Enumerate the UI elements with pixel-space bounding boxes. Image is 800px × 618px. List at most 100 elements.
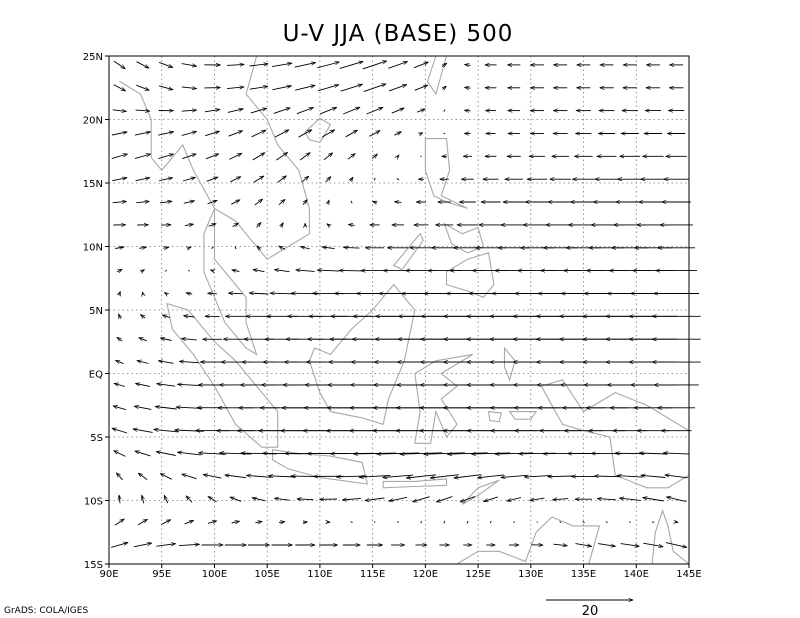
wind-vector: [394, 132, 402, 136]
wind-vector: [369, 131, 380, 137]
wind-vector: [220, 453, 252, 454]
wind-vector: [273, 108, 291, 114]
wind-vector: [229, 293, 243, 294]
wind-vector: [119, 292, 121, 296]
wind-vector: [205, 153, 219, 160]
wind-vector: [208, 293, 217, 294]
wind-vector: [319, 106, 337, 115]
wind-vector: [339, 61, 363, 69]
wind-vector: [182, 474, 197, 480]
wind-vector: [187, 246, 191, 248]
wind-vector: [257, 246, 260, 250]
wind-vector: [365, 497, 385, 501]
wind-vector: [116, 360, 124, 365]
reference-vector: 20: [546, 600, 633, 618]
wind-vector: [275, 270, 290, 272]
x-tick-label: 100E: [202, 569, 227, 580]
x-axis-ticks: 90E 95E 100E 105E 110E 115E 120E 125E 130E 135E 14…: [99, 564, 702, 580]
wind-vector: [536, 521, 538, 523]
wind-vector: [327, 224, 330, 226]
wind-vector: [134, 406, 152, 410]
coast-australia: [456, 516, 605, 565]
wind-vector: [619, 498, 641, 501]
coast-sumatra: [166, 302, 279, 448]
wind-vector: [158, 361, 174, 364]
wind-vector: [298, 130, 312, 138]
wind-vector: [484, 496, 498, 502]
wind-vector: [553, 499, 569, 500]
wind-vector: [182, 339, 197, 340]
y-tick-label: 10N: [83, 243, 103, 254]
wind-vector: [229, 152, 242, 160]
wind-vector: [182, 154, 196, 160]
coast-buru: [487, 410, 502, 423]
wind-vector: [207, 521, 217, 523]
wind-vector: [362, 61, 387, 70]
wind-vector: [373, 201, 377, 202]
wind-vector: [160, 520, 171, 525]
x-tick-label: 125E: [465, 569, 490, 580]
wind-vector: [136, 61, 150, 68]
wind-vector: [254, 199, 263, 206]
wind-vector: [252, 498, 266, 502]
wind-vector: [116, 269, 122, 272]
wind-vector: [157, 384, 176, 387]
y-tick-label: 15N: [83, 179, 103, 190]
x-tick-label: 130E: [518, 569, 543, 580]
wind-vector: [345, 130, 358, 138]
wind-vector: [279, 246, 286, 249]
x-tick-label: 135E: [571, 569, 596, 580]
wind-vector: [137, 361, 149, 364]
wind-vector: [667, 497, 687, 503]
wind-vector: [594, 476, 620, 477]
wind-vector: [414, 84, 428, 91]
coast-seram: [508, 411, 538, 420]
coast-sulawesi: [414, 353, 474, 444]
wind-vector: [598, 543, 615, 547]
wind-vector: [281, 223, 284, 227]
wind-vector: [113, 406, 127, 411]
wind-vector: [350, 521, 353, 523]
coast-halmahera: [503, 346, 516, 382]
wind-vector: [301, 176, 309, 183]
wind-vector: [353, 453, 397, 454]
wind-vector: [181, 87, 197, 89]
wind-vector: [274, 130, 289, 138]
wind-vector: [325, 177, 331, 183]
wind-vector: [278, 199, 285, 206]
coast-palawan: [392, 232, 424, 271]
wind-vector: [377, 453, 420, 454]
wind-vector: [373, 521, 376, 523]
wind-vector: [227, 109, 244, 113]
wind-vector: [507, 497, 522, 502]
wind-vector: [113, 60, 125, 69]
coast-visayas: [443, 222, 485, 254]
wind-vector: [230, 176, 241, 183]
wind-vector: [118, 314, 121, 319]
wind-vector: [114, 383, 126, 387]
wind-vector: [317, 85, 339, 92]
wind-vector: [117, 337, 123, 341]
coast-hainan: [304, 117, 332, 144]
wind-vector: [441, 63, 447, 66]
wind-vector: [165, 293, 168, 295]
wind-vector: [234, 246, 237, 250]
wind-vector: [205, 131, 219, 137]
credit-label: GrADS: COLA/IGES: [4, 606, 88, 616]
wind-vector: [406, 474, 437, 478]
wind-vector: [400, 453, 443, 454]
x-tick-label: 90E: [99, 569, 118, 580]
wind-vector: [442, 86, 446, 89]
wind-vector: [466, 520, 469, 524]
wind-vector: [159, 178, 173, 182]
wind-vector: [112, 110, 127, 112]
wind-vector: [454, 474, 482, 478]
wind-vector: [663, 453, 690, 454]
wind-vector: [160, 474, 172, 480]
wind-vector: [139, 247, 146, 248]
wind-vector: [253, 270, 265, 272]
wind-vector: [134, 154, 151, 160]
wind-vector: [296, 107, 314, 115]
wind-vector: [155, 407, 177, 410]
wind-vector: [413, 496, 430, 502]
